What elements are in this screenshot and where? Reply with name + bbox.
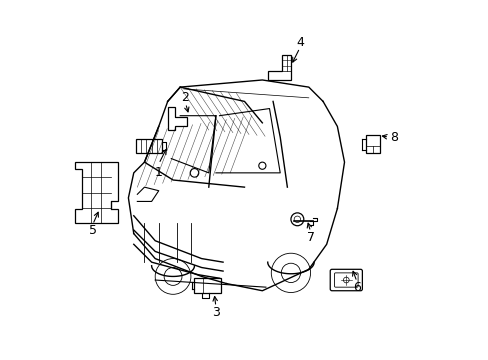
Text: 2: 2	[181, 91, 189, 104]
Text: 1: 1	[155, 166, 163, 179]
Text: 8: 8	[390, 131, 398, 144]
Text: 7: 7	[306, 231, 314, 244]
Text: 6: 6	[352, 281, 360, 294]
Text: 4: 4	[295, 36, 303, 49]
Text: 5: 5	[88, 224, 97, 237]
Text: 3: 3	[212, 306, 220, 319]
